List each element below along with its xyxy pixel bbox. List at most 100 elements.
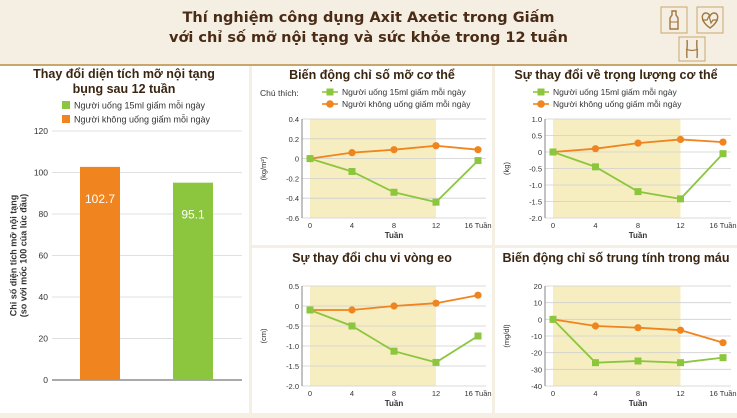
y-tick-label: 0.4 bbox=[289, 115, 299, 124]
legend-label: Người uống 15ml giấm mỗi ngày bbox=[342, 87, 466, 97]
panel-visceral: Thay đổi diện tích mỡ nội tạng bụng sau 1… bbox=[0, 66, 249, 413]
chart-title: Sự thay đổi chu vi vòng eo bbox=[292, 251, 452, 265]
data-point bbox=[390, 302, 398, 310]
data-point bbox=[348, 322, 356, 330]
data-point bbox=[432, 142, 440, 150]
y-tick-label: 10 bbox=[534, 299, 542, 308]
data-point bbox=[549, 315, 557, 323]
y-tick-label: 0 bbox=[295, 302, 299, 311]
legend-label: Người không uống giấm mỗi ngày bbox=[74, 115, 211, 125]
data-point bbox=[592, 359, 599, 367]
y-tick-label: -1.0 bbox=[529, 181, 542, 190]
x-axis-label: Tuần bbox=[385, 231, 404, 240]
triglyceride-chart: Biến động chỉ số trung tính trong máu 20 1… bbox=[502, 251, 737, 408]
bar bbox=[173, 182, 213, 380]
y-tick-label: -40 bbox=[531, 382, 542, 391]
x-tick-label: 0 bbox=[551, 221, 555, 230]
highlight-band bbox=[310, 286, 436, 386]
legend-label: Người uống 15ml giấm mỗi ngày bbox=[74, 101, 205, 111]
y-tick-label: -30 bbox=[531, 365, 542, 374]
data-point bbox=[719, 354, 727, 362]
waist-icon bbox=[678, 36, 706, 62]
x-tick-label: 16 Tuần bbox=[464, 389, 491, 398]
x-tick-label: 4 bbox=[593, 389, 597, 398]
y-tick-label: -1.5 bbox=[529, 198, 542, 207]
data-point bbox=[306, 306, 314, 314]
bar-value-label: 102.7 bbox=[85, 192, 115, 206]
x-tick-label: 12 bbox=[676, 389, 684, 398]
weight-chart: Sự thay đổi về trọng lượng cơ thể Người u… bbox=[502, 68, 737, 240]
x-axis-label: Tuần bbox=[629, 399, 648, 408]
y-axis-label: (mg/dl) bbox=[502, 324, 511, 348]
legend-title: Chú thích: bbox=[260, 88, 299, 98]
data-point bbox=[348, 167, 356, 175]
y-tick-label: 40 bbox=[39, 292, 49, 302]
y-axis-label-line2: (so với mốc 100 của lúc đầu) bbox=[19, 194, 29, 317]
legend-marker bbox=[537, 100, 545, 108]
x-tick-label: 0 bbox=[308, 221, 312, 230]
x-tick-label: 4 bbox=[593, 221, 597, 230]
data-point bbox=[306, 155, 314, 163]
x-tick-label: 8 bbox=[392, 389, 396, 398]
y-tick-label: -2.0 bbox=[286, 382, 299, 391]
y-tick-label: -0.6 bbox=[286, 214, 299, 223]
page-title-line2: với chỉ số mỡ nội tạng và sức khỏe trong… bbox=[169, 30, 568, 46]
data-point bbox=[390, 347, 398, 355]
body-fat-chart: Biến động chỉ số mỡ cơ thể Chú thích: Ngườ… bbox=[259, 68, 492, 240]
chart-title: Sự thay đổi về trọng lượng cơ thể bbox=[514, 68, 717, 82]
data-point bbox=[549, 148, 557, 156]
data-point bbox=[474, 146, 482, 154]
y-tick-label: -10 bbox=[531, 332, 542, 341]
waist-chart: Sự thay đổi chu vi vòng eo 0.5 0 -0.5 -1.0 -1… bbox=[259, 251, 492, 408]
y-tick-label: 0 bbox=[295, 155, 299, 164]
heartbeat-icon bbox=[696, 6, 724, 34]
panel-weight: Sự thay đổi về trọng lượng cơ thể Người u… bbox=[495, 66, 737, 245]
data-point bbox=[390, 188, 398, 196]
y-tick-label: -0.4 bbox=[286, 194, 299, 203]
y-tick-label: 120 bbox=[34, 126, 48, 136]
legend-swatch bbox=[62, 101, 70, 109]
y-tick-label: -0.5 bbox=[529, 165, 542, 174]
chart-title: Biến động chỉ số mỡ cơ thể bbox=[289, 68, 455, 82]
y-tick-label: 0.5 bbox=[289, 282, 299, 291]
y-tick-label: 0 bbox=[538, 148, 542, 157]
y-axis-label: (cm) bbox=[259, 328, 268, 343]
bar-value-label: 95.1 bbox=[181, 208, 205, 222]
data-point bbox=[474, 291, 482, 299]
data-point bbox=[719, 339, 727, 347]
data-point bbox=[676, 326, 685, 334]
data-point bbox=[677, 195, 684, 203]
y-axis-label: (kg/m²) bbox=[259, 156, 268, 180]
x-axis-label: Tuần bbox=[385, 399, 404, 408]
data-point bbox=[474, 157, 482, 165]
data-point bbox=[719, 138, 727, 146]
y-tick-label: -1.0 bbox=[286, 342, 299, 351]
panel-waist: Sự thay đổi chu vi vòng eo 0.5 0 -0.5 -1.0 -1… bbox=[252, 248, 492, 413]
y-tick-label: 100 bbox=[34, 168, 48, 178]
y-tick-label: 1.0 bbox=[532, 115, 542, 124]
x-tick-label: 12 bbox=[676, 221, 684, 230]
data-point bbox=[432, 299, 440, 307]
legend-marker bbox=[326, 88, 334, 96]
y-tick-label: 0 bbox=[43, 375, 48, 385]
x-axis-label: Tuần bbox=[629, 231, 648, 240]
x-tick-label: 16 Tuần bbox=[464, 221, 491, 230]
data-point bbox=[348, 149, 356, 157]
x-tick-label: 16 Tuần bbox=[709, 221, 736, 230]
y-tick-label: 0.2 bbox=[289, 135, 299, 144]
highlight-band bbox=[310, 119, 436, 218]
panel-bodyfat: Biến động chỉ số mỡ cơ thể Chú thích: Ngườ… bbox=[252, 66, 492, 245]
data-point bbox=[634, 324, 642, 332]
data-point bbox=[634, 188, 642, 196]
bottle-icon bbox=[660, 6, 688, 34]
x-tick-label: 8 bbox=[636, 221, 640, 230]
chart-title-line2: bụng sau 12 tuần bbox=[73, 82, 176, 96]
data-point bbox=[677, 359, 684, 367]
legend-marker bbox=[537, 88, 545, 96]
x-tick-label: 16 Tuần bbox=[709, 389, 736, 398]
legend-label: Người không uống giấm mỗi ngày bbox=[553, 99, 682, 109]
legend-marker bbox=[326, 100, 334, 108]
y-tick-label: 60 bbox=[39, 251, 49, 261]
